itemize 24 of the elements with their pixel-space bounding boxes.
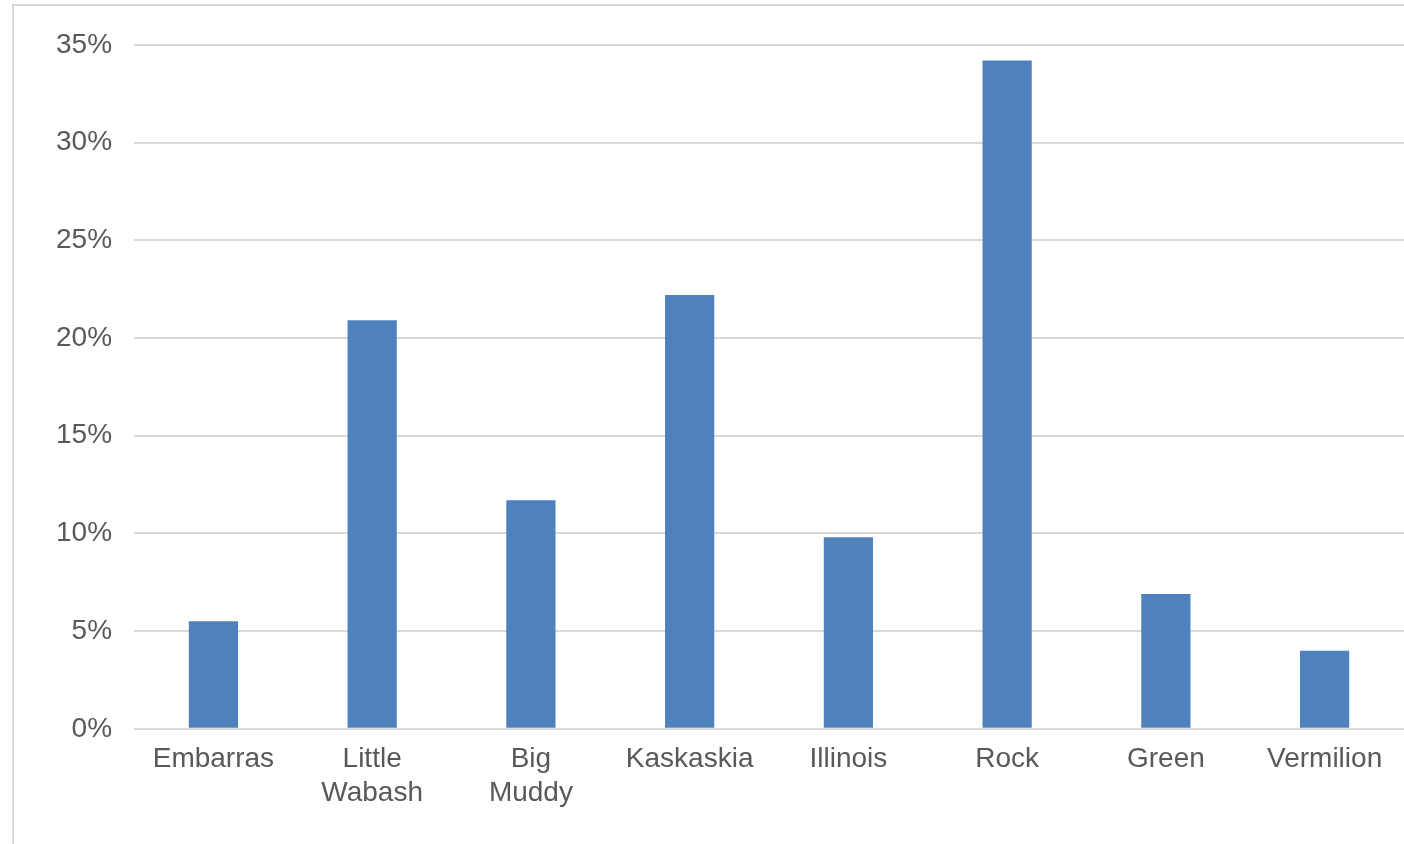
y-tick-label: 0%: [71, 711, 113, 743]
y-tick-label: 35%: [55, 27, 113, 59]
bar: [982, 60, 1032, 728]
y-tick-label: 25%: [55, 222, 113, 254]
x-tick-label: Embarras: [152, 742, 275, 774]
y-tick-label: 30%: [55, 125, 113, 157]
x-tick-label: Illinois: [809, 742, 888, 774]
x-tick-label: Green: [1126, 742, 1205, 774]
x-tick-label: Big Muddy: [488, 742, 573, 807]
bar: [823, 537, 873, 728]
x-tick-label: Rock: [975, 742, 1041, 774]
y-tick-label: 5%: [71, 613, 113, 645]
bar: [506, 500, 556, 728]
bar: [347, 320, 397, 728]
y-tick-label: 15%: [55, 418, 113, 450]
bar: [1300, 650, 1350, 728]
bar: [188, 621, 239, 728]
bar: [665, 294, 715, 728]
x-tick-label: Little Wabash: [321, 742, 423, 807]
y-tick-label: 10%: [55, 516, 113, 548]
bar: [1141, 593, 1191, 728]
x-tick-label: Kaskaskia: [625, 742, 754, 774]
y-tick-label: 20%: [55, 320, 113, 352]
x-tick-label: Vermilion: [1267, 742, 1383, 774]
